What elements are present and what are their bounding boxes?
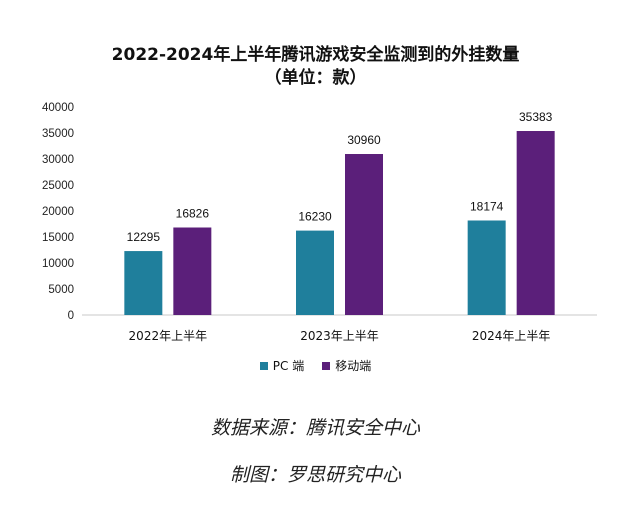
legend-swatch-pc (259, 361, 268, 370)
y-tick-label: 30000 (42, 154, 74, 166)
legend-item-pc: PC 端 (259, 357, 305, 374)
y-tick-label: 10000 (42, 258, 74, 270)
y-tick-label: 35000 (42, 128, 74, 140)
y-tick-label: 40000 (42, 102, 74, 114)
chart-legend: PC 端 移动端 (0, 357, 631, 374)
bar-mobile-2 (516, 131, 555, 315)
y-tick-label: 0 (68, 310, 74, 322)
data-label-mobile-0: 16826 (176, 207, 210, 221)
y-tick-label: 5000 (48, 284, 74, 296)
chart-subtitle: （单位：款） (264, 68, 367, 88)
x-category-label: 2022年上半年 (129, 329, 208, 343)
legend-label-pc: PC 端 (272, 359, 305, 373)
data-label-pc-1: 16230 (298, 210, 332, 224)
legend-swatch-mobile (322, 361, 331, 370)
bar-pc-1 (296, 230, 334, 315)
legend-label-mobile: 移动端 (335, 359, 372, 373)
x-category-label: 2023年上半年 (300, 329, 379, 343)
data-source-note: 数据来源：腾讯安全中心 (210, 417, 420, 439)
legend-item-mobile: 移动端 (322, 357, 371, 374)
chart-title: 2022-2024年上半年腾讯游戏安全监测到的外挂数量 (111, 45, 520, 65)
data-label-mobile-1: 30960 (347, 133, 381, 147)
bar-mobile-0 (173, 227, 212, 315)
x-category-label: 2024年上半年 (472, 329, 551, 343)
bar-pc-2 (467, 220, 506, 315)
bar-mobile-1 (345, 154, 383, 315)
bar-pc-0 (124, 251, 163, 315)
data-label-pc-2: 18174 (470, 199, 504, 213)
data-label-pc-0: 12295 (127, 230, 161, 244)
data-label-mobile-2: 35383 (519, 110, 553, 124)
y-tick-label: 15000 (42, 232, 74, 244)
chart-credit-note: 制图：罗思研究中心 (229, 464, 401, 486)
y-tick-label: 25000 (42, 180, 74, 192)
y-tick-label: 20000 (42, 206, 74, 218)
